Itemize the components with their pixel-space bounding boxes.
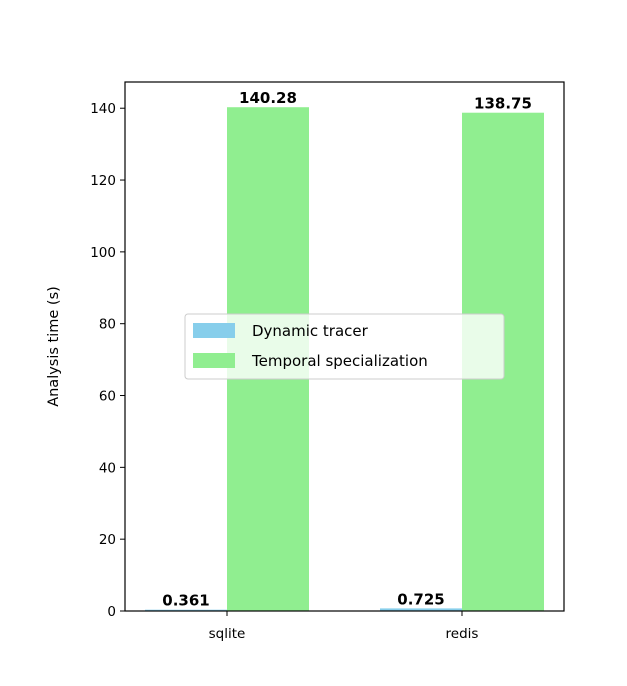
legend: Dynamic tracer Temporal specialization xyxy=(184,313,505,380)
bar-sqlite-dynamic-tracer xyxy=(145,609,227,611)
y-axis-ticks: 0 20 40 60 80 100 120 140 xyxy=(90,101,125,620)
y-tick-label: 80 xyxy=(99,317,116,333)
y-tick-label: 100 xyxy=(90,245,116,261)
x-axis-ticks: sqlite redis xyxy=(209,611,479,642)
y-tick-label: 20 xyxy=(99,532,116,548)
data-label-redis-temporal-specialization: 138.75 xyxy=(474,95,532,113)
legend-swatch-dynamic-tracer xyxy=(193,323,235,338)
y-tick-label: 60 xyxy=(99,389,116,405)
y-tick-label: 40 xyxy=(99,460,116,476)
y-tick-label: 120 xyxy=(90,173,116,189)
plot-frame xyxy=(124,81,565,612)
y-axis-title: Analysis time (s) xyxy=(46,286,62,407)
x-tick-label-sqlite: sqlite xyxy=(209,626,246,642)
data-label-redis-dynamic-tracer: 0.725 xyxy=(397,590,444,608)
y-tick-label: 140 xyxy=(90,101,116,117)
legend-label-temporal-specialization: Temporal specialization xyxy=(251,352,428,370)
y-tick-label: 0 xyxy=(107,604,116,620)
legend-box xyxy=(184,313,505,380)
legend-label-dynamic-tracer: Dynamic tracer xyxy=(252,322,369,340)
data-label-sqlite-dynamic-tracer: 0.361 xyxy=(162,592,209,610)
x-tick-label-redis: redis xyxy=(446,626,479,642)
legend-swatch-temporal-specialization xyxy=(193,353,235,368)
data-label-sqlite-temporal-specialization: 140.28 xyxy=(239,89,297,107)
data-labels-group: 0.361 140.28 0.725 138.75 xyxy=(162,89,532,609)
bar-redis-dynamic-tracer xyxy=(380,608,462,611)
